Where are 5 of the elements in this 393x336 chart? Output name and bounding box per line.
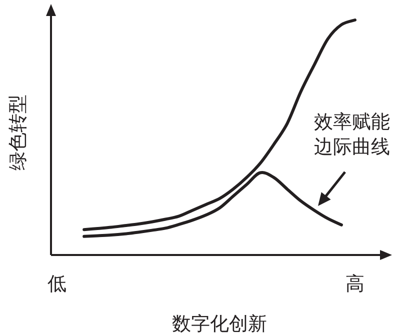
annotation: 效率赋能边际曲线 bbox=[314, 111, 390, 158]
ylabel: 绿色转型 bbox=[7, 94, 29, 170]
xtick: 高 bbox=[346, 273, 364, 295]
xtick: 低 bbox=[48, 273, 66, 295]
xlabel: 数字化创新 bbox=[172, 313, 267, 335]
